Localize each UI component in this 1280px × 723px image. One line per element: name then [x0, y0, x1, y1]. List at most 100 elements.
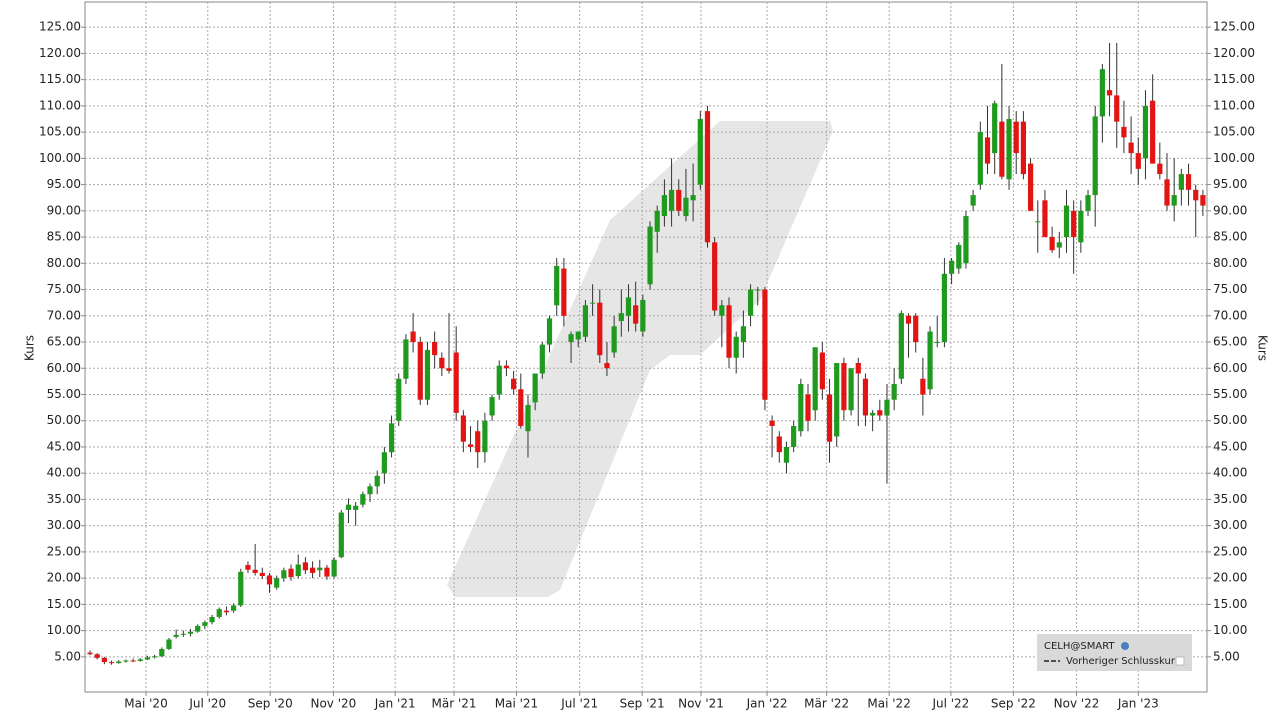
candle-body [1164, 179, 1170, 206]
candle-body [525, 404, 531, 432]
candle-body [819, 352, 825, 390]
candle-body [475, 431, 481, 453]
candle-body [554, 265, 560, 306]
candle-body [597, 302, 603, 356]
candle-body [180, 633, 186, 635]
candle-body [432, 342, 438, 356]
y2-tick-label: 75.00 [1213, 282, 1247, 296]
x-tick-label: Jan '22 [746, 697, 788, 711]
candle-body [625, 297, 632, 316]
x-tick-label: Mai '21 [495, 697, 538, 711]
y2-tick-label: 35.00 [1213, 492, 1247, 506]
candle-body [654, 210, 660, 232]
x-tick-label: Mai '22 [867, 697, 910, 711]
y-tick-label: 50.00 [47, 413, 81, 427]
candle-body [891, 383, 897, 400]
candle-body [755, 289, 761, 291]
y-tick-label: 70.00 [47, 308, 81, 322]
x-tick-label: Mär '22 [804, 697, 849, 711]
candle-body [604, 363, 610, 369]
candle-body [252, 569, 258, 573]
y2-tick-label: 70.00 [1213, 308, 1247, 322]
candle-body [934, 342, 940, 344]
legend-icon [1121, 642, 1129, 650]
y-tick-label: 90.00 [47, 203, 81, 217]
y2-tick-label: 90.00 [1213, 203, 1247, 217]
y-tick-label: 20.00 [47, 571, 81, 585]
candle-body [798, 383, 804, 432]
y-tick-label: 105.00 [39, 125, 81, 139]
candle-body [668, 189, 675, 211]
candle-body [697, 119, 703, 185]
candle-body [877, 410, 883, 416]
candle-body [374, 475, 380, 487]
candle-body [216, 609, 222, 617]
candle-body [740, 326, 746, 343]
candle-body [223, 610, 230, 613]
candle-body [116, 661, 122, 664]
candle-body [805, 394, 811, 421]
candle-body [173, 634, 179, 637]
candle-body [1150, 100, 1156, 164]
legend-entry: Vorheriger Schlusskurs [1066, 656, 1180, 667]
candle-body [259, 572, 265, 577]
candle-body [152, 656, 158, 658]
candle-body [1099, 69, 1105, 117]
candle-body [1035, 221, 1041, 223]
x-tick-label: Sep '20 [248, 697, 293, 711]
candle-body [826, 394, 833, 442]
candle-body [1193, 189, 1199, 201]
candle-body [345, 504, 352, 510]
candle-body [546, 318, 553, 345]
candle-body [561, 268, 567, 316]
candle-body [1200, 195, 1206, 206]
x-tick-label: Jul '22 [931, 697, 969, 711]
candle-body [87, 652, 93, 655]
y2-tick-label: 65.00 [1213, 335, 1247, 349]
y2-tick-label: 10.00 [1213, 623, 1247, 637]
candle-body [453, 352, 459, 413]
candle-body [532, 373, 538, 403]
y2-tick-label: 105.00 [1213, 125, 1255, 139]
x-tick-label: Jul '20 [188, 697, 226, 711]
candle-body [123, 660, 129, 662]
candle-body [424, 349, 431, 400]
y2-tick-label: 40.00 [1213, 466, 1247, 480]
candle-body [920, 378, 926, 395]
candle-body [984, 137, 991, 164]
candle-body [388, 423, 395, 453]
candle-body [446, 368, 452, 371]
candle-body [396, 378, 402, 421]
candle-body [309, 567, 316, 573]
candle-body [281, 570, 287, 579]
candle-body [1106, 90, 1113, 96]
candle-body [769, 420, 775, 426]
candle-body [338, 512, 344, 558]
candle-body [582, 305, 589, 337]
candle-body [1085, 195, 1091, 211]
y2-tick-label: 45.00 [1213, 439, 1247, 453]
candle-body [977, 132, 983, 185]
watermark [447, 121, 833, 597]
candle-body [704, 111, 711, 243]
legend-checkbox[interactable] [1175, 656, 1185, 666]
x-tick-label: Jan '21 [374, 697, 416, 711]
candle-body [130, 660, 136, 662]
legend-entry: CELH@SMART [1044, 641, 1115, 652]
x-tick-label: Mär '21 [432, 697, 477, 711]
candle-body [1178, 174, 1184, 190]
candle-body [812, 347, 818, 411]
candle-body [1135, 153, 1141, 169]
candle-body [1042, 200, 1048, 238]
candle-body [518, 389, 524, 426]
candle-body [683, 197, 689, 217]
candle-body [381, 452, 387, 474]
y-tick-label: 10.00 [47, 623, 81, 637]
candle-body [762, 289, 768, 400]
y2-axis-label: Kurs [1256, 335, 1270, 361]
candle-body [187, 631, 194, 634]
candle-body [1185, 174, 1192, 190]
x-tick-label: Nov '20 [310, 697, 356, 711]
candle-body [410, 331, 416, 343]
